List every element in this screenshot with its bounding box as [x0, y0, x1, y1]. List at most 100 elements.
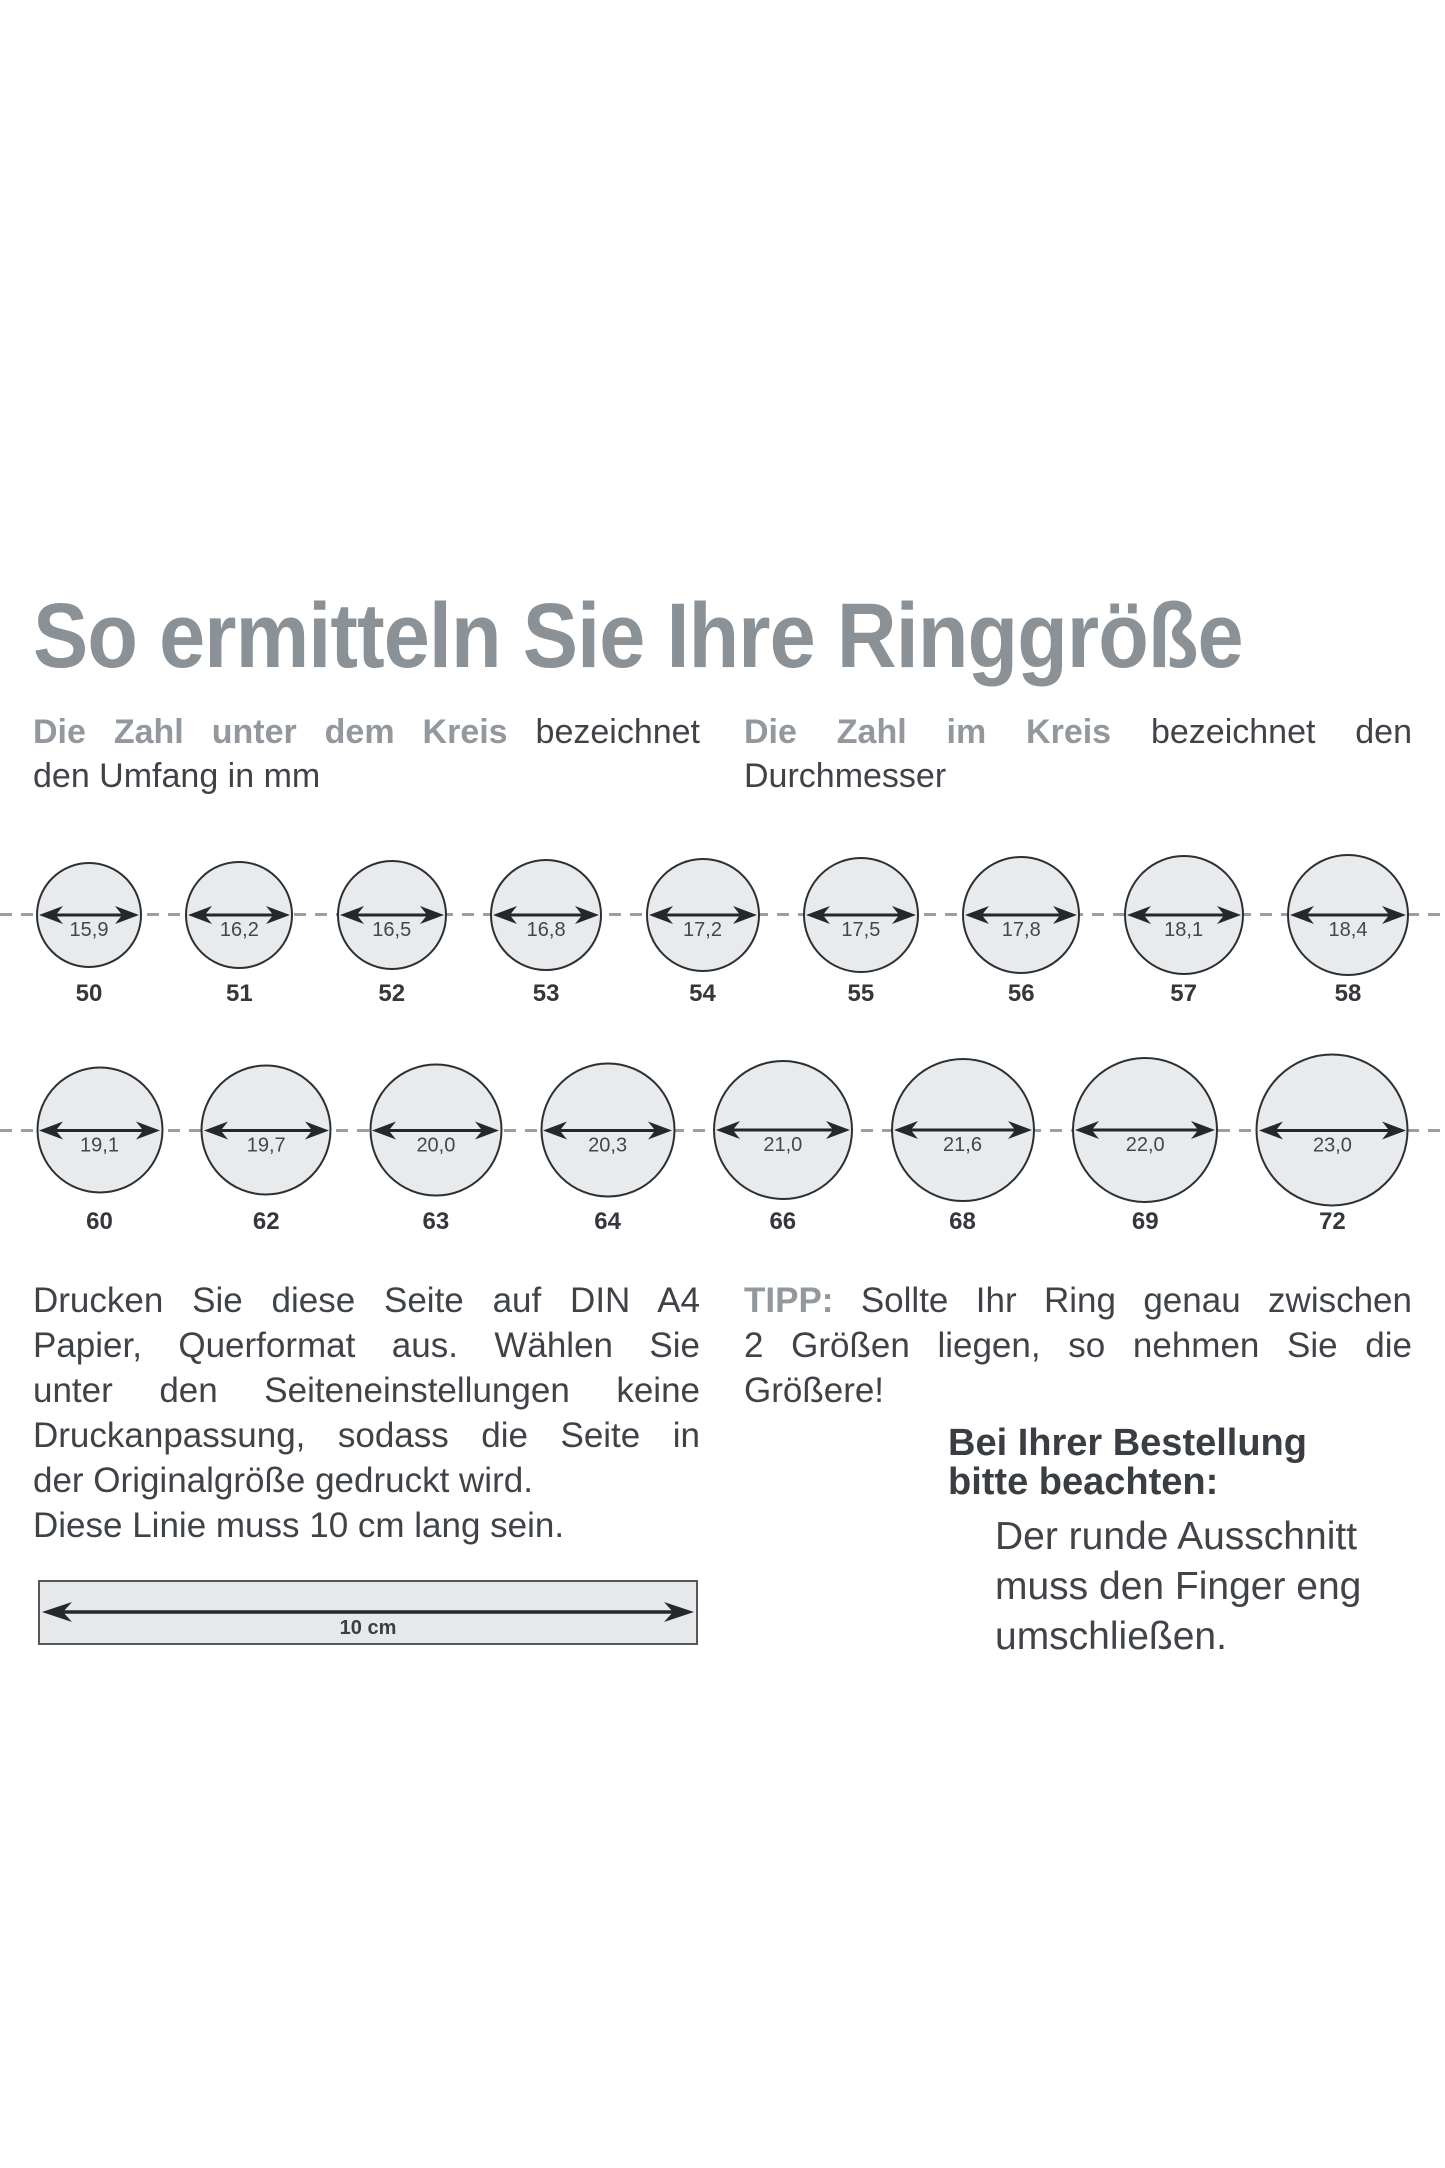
- diameter-value: 18,4: [1328, 919, 1368, 941]
- ring-size-item: 16,8 53: [490, 840, 603, 1006]
- ring-size-item: 21,0 66: [712, 1040, 853, 1234]
- measure-arrow-icon: [543, 1121, 673, 1139]
- text-segment: bezeichnet: [507, 713, 701, 751]
- ring-size-item: 16,5 52: [336, 840, 447, 1006]
- measure-arrow-icon: [1290, 906, 1406, 924]
- ring-size-item: 19,7 62: [200, 1040, 332, 1234]
- text-line: unter den Seiteneinstellungen keine: [33, 1371, 700, 1410]
- ring-circle: 16,2: [185, 861, 294, 969]
- circumference-value: 63: [422, 1208, 450, 1235]
- measure-arrow-icon: [39, 906, 139, 924]
- measure-arrow-icon: [715, 1121, 850, 1139]
- tip-note: TIPP: Sollte Ihr Ring genau zwischen 2 Gr…: [744, 1278, 1412, 1413]
- ring-size-item: 20,0 63: [369, 1040, 503, 1234]
- diameter-value: 21,6: [943, 1134, 982, 1156]
- diameter-value: 15,9: [69, 919, 109, 941]
- diameter-value: 19,1: [80, 1134, 119, 1156]
- ring-size-item: 17,5 55: [802, 840, 919, 1006]
- text-line: Papier, Querformat aus. Wählen Sie: [33, 1326, 700, 1365]
- intro-diameter-note: Die Zahl im Kreis bezeichnet den Durchmes…: [744, 710, 1412, 798]
- text-line: Die Zahl im Kreis bezeichnet den: [744, 710, 1412, 754]
- ring-circle: 15,9: [36, 862, 142, 968]
- ring-circle: 22,0: [1072, 1057, 1219, 1203]
- measure-arrow-icon: [893, 1121, 1032, 1139]
- ring-size-item: 19,1 60: [36, 1040, 163, 1234]
- highlight-text: Die Zahl unter dem Kreis: [33, 713, 508, 751]
- ruler-arrow-icon: [42, 1594, 694, 1630]
- ring-circle: 18,4: [1287, 854, 1409, 976]
- ring-size-item: 23,0 72: [1255, 1040, 1409, 1234]
- circumference-value: 57: [1170, 980, 1197, 1007]
- circumference-value: 55: [847, 980, 875, 1007]
- circumference-value: 62: [252, 1208, 280, 1235]
- circumference-value: 51: [226, 980, 253, 1007]
- ring-size-item: 18,1 57: [1123, 840, 1244, 1006]
- measure-arrow-icon: [372, 1121, 500, 1139]
- circumference-value: 52: [378, 980, 406, 1007]
- ring-size-row-2: 19,1 60 19,7 62 20,0 63 20,3 64 21,0 66 21,6 68 22,0…: [0, 1040, 1445, 1234]
- text-line: Größere!: [744, 1371, 885, 1410]
- measure-arrow-icon: [39, 1121, 160, 1139]
- highlight-text: Die Zahl im Kreis: [744, 713, 1112, 751]
- highlight-text: TIPP:: [744, 1281, 834, 1320]
- text-segment: Sollte Ihr Ring genau zwischen: [833, 1281, 1412, 1320]
- ring-circle: 20,0: [369, 1063, 503, 1197]
- diameter-value: 20,3: [588, 1134, 628, 1156]
- measure-arrow-icon: [648, 906, 757, 924]
- ring-circle: 19,1: [36, 1066, 163, 1194]
- print-instructions: Drucken Sie diese Seite auf DIN A4 Papier…: [33, 1278, 700, 1548]
- text-line: Durchmesser: [744, 757, 947, 795]
- page-title: So ermitteln Sie Ihre Ringgröße: [33, 586, 1377, 686]
- measure-arrow-icon: [203, 1121, 329, 1139]
- measure-arrow-icon: [1126, 906, 1241, 924]
- diameter-value: 16,2: [219, 919, 259, 941]
- text-line: der Originalgröße gedruckt wird.: [33, 1461, 533, 1500]
- diameter-value: 17,5: [841, 919, 881, 941]
- ruler-10cm: 10 cm: [38, 1580, 698, 1645]
- diameter-value: 19,7: [246, 1134, 286, 1156]
- circumference-value: 50: [75, 980, 103, 1007]
- measure-arrow-icon: [1075, 1121, 1216, 1139]
- ring-circle: 19,7: [200, 1064, 332, 1196]
- ring-circle: 17,8: [962, 856, 1081, 974]
- diameter-value: 17,8: [1001, 919, 1041, 941]
- intro-circumference-note: Die Zahl unter dem Kreis bezeichnet den U…: [33, 710, 700, 798]
- circumference-value: 53: [532, 980, 560, 1007]
- diameter-value: 22,0: [1125, 1134, 1165, 1156]
- circumference-value: 72: [1319, 1208, 1346, 1235]
- ring-circle: 21,6: [890, 1058, 1035, 1202]
- ring-size-item: 17,8 56: [962, 840, 1081, 1006]
- diameter-value: 17,2: [683, 919, 722, 941]
- diameter-value: 20,0: [416, 1134, 456, 1156]
- text-line: 2 Größen liegen, so nehmen Sie die: [744, 1326, 1412, 1365]
- measure-arrow-icon: [339, 906, 444, 924]
- ring-size-item: 15,9 50: [36, 840, 142, 1006]
- ring-size-item: 17,2 54: [645, 840, 760, 1006]
- ring-circle: 16,8: [490, 859, 603, 971]
- diameter-value: 16,8: [526, 919, 566, 941]
- text-line: muss den Finger eng: [995, 1565, 1362, 1608]
- measure-arrow-icon: [493, 906, 600, 924]
- ring-circle: 23,0: [1255, 1053, 1409, 1207]
- ring-circle: 20,3: [540, 1062, 676, 1198]
- ring-size-item: 16,2 51: [185, 840, 294, 1006]
- page-title-text: So ermitteln Sie Ihre Ringgröße: [33, 585, 1244, 687]
- measure-arrow-icon: [1258, 1121, 1406, 1139]
- text-segment: bezeichnet den: [1111, 713, 1413, 751]
- text-line: Der runde Ausschnitt: [995, 1515, 1358, 1558]
- circumference-value: 60: [86, 1208, 113, 1235]
- text-line: Bei Ihrer Bestellung: [948, 1422, 1307, 1464]
- measure-arrow-icon: [805, 906, 916, 924]
- circumference-value: 56: [1007, 980, 1035, 1007]
- diameter-value: 21,0: [763, 1134, 803, 1156]
- circumference-value: 64: [594, 1208, 621, 1235]
- ring-size-row-1: 15,9 50 16,2 51 16,5 52 16,8 53 17,2 54 17,5 55 17,8…: [0, 840, 1445, 1006]
- circumference-value: 66: [769, 1208, 797, 1235]
- text-line: bitte beachten:: [948, 1461, 1219, 1503]
- ring-circle: 17,5: [802, 857, 919, 973]
- text-line: den Umfang in mm: [33, 757, 321, 795]
- measure-arrow-icon: [965, 906, 1078, 924]
- text-line: Diese Linie muss 10 cm lang sein.: [33, 1506, 565, 1545]
- circumference-value: 69: [1131, 1208, 1159, 1235]
